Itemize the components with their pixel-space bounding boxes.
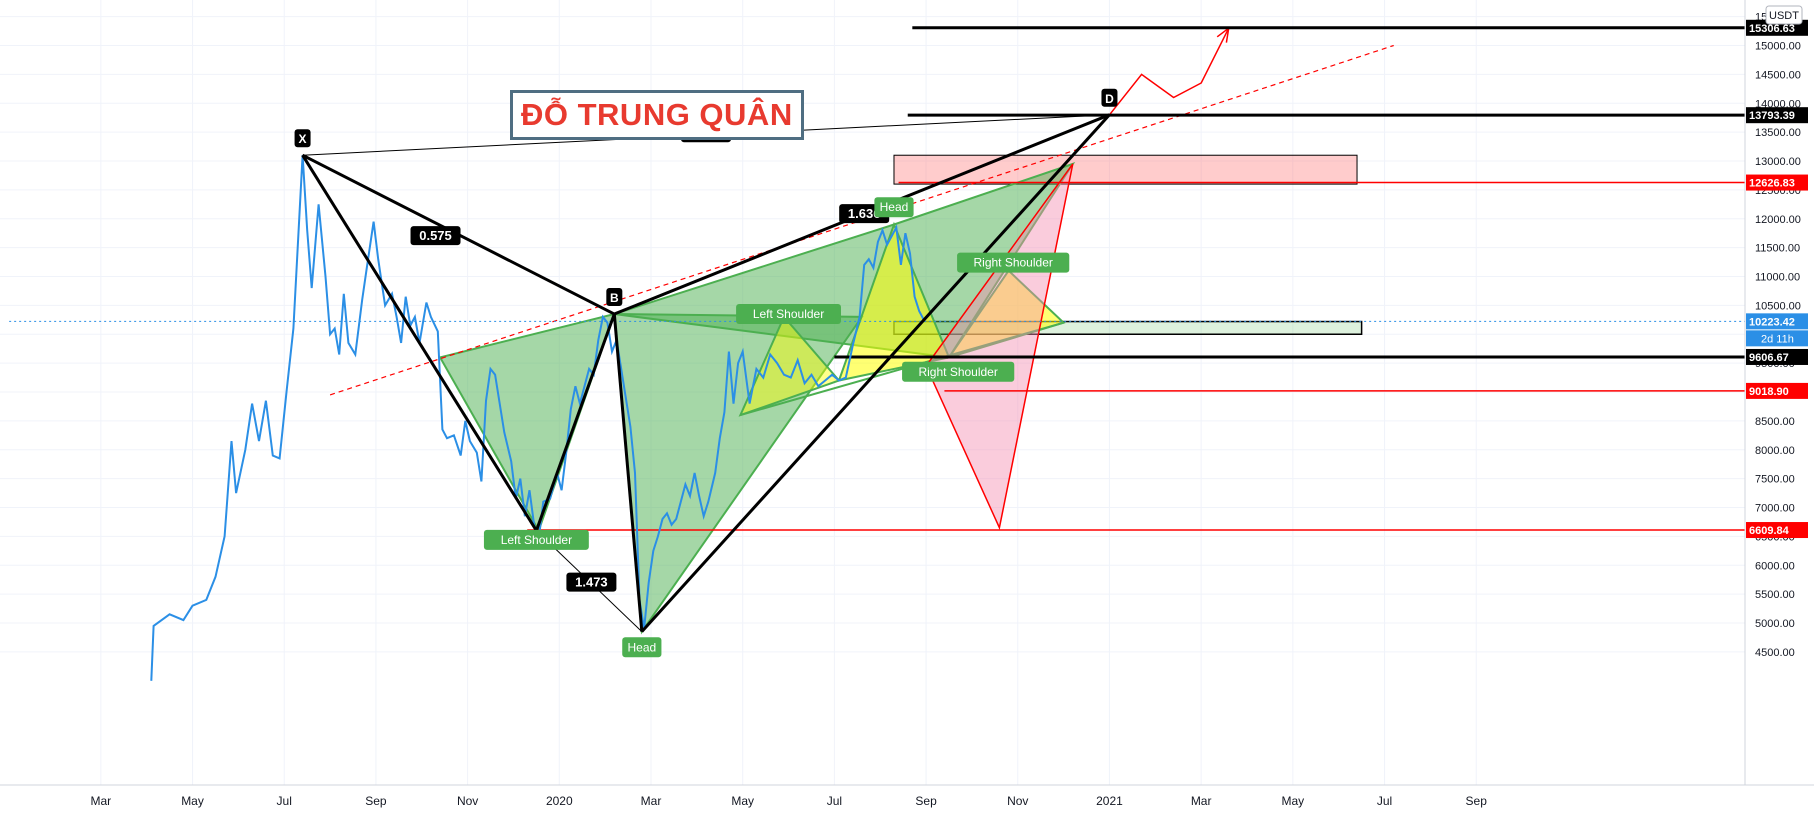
- pattern-badge: [736, 304, 841, 325]
- ratio-badge: [410, 226, 461, 246]
- harmonic-leg: [612, 313, 644, 632]
- pattern-point-badge: [294, 129, 311, 148]
- x-tick-label: May: [181, 794, 204, 808]
- ratio-label: 1.636: [848, 206, 881, 221]
- price-level-badge: [1746, 174, 1808, 191]
- author-watermark: ĐỖ TRUNG QUÂN: [510, 90, 804, 140]
- x-tick-label: May: [1282, 794, 1305, 808]
- x-tick-label: Jul: [827, 794, 842, 808]
- x-tick-label: Mar: [1191, 794, 1212, 808]
- countdown-badge: [1746, 330, 1808, 347]
- y-tick-label: 8500.00: [1755, 416, 1795, 428]
- pattern-point-label: D: [1105, 92, 1114, 106]
- x-tick-label: Sep: [365, 794, 387, 808]
- harmonic-leg: [640, 113, 1111, 633]
- pattern-badge: [902, 361, 1015, 382]
- y-tick-label: 13500.00: [1755, 127, 1801, 139]
- harmonic-leg: [534, 313, 616, 532]
- pattern-badge: [874, 197, 914, 218]
- y-tick-label: 8000.00: [1755, 445, 1795, 457]
- y-tick-label: 14500.00: [1755, 69, 1801, 81]
- countdown-label: 2d 11h: [1761, 333, 1794, 345]
- harmonic-leg: [301, 154, 538, 532]
- y-tick-label: 7000.00: [1755, 503, 1795, 515]
- pattern-badge: [483, 529, 589, 550]
- price-series-layer: [150, 155, 925, 681]
- price-level-badge: [1746, 522, 1808, 539]
- pattern-point-badge: [606, 288, 623, 307]
- x-tick-label: 2021: [1096, 794, 1123, 808]
- y-tick-label: 13000.00: [1755, 156, 1801, 168]
- price-level-badge: [1746, 107, 1808, 124]
- price-level-badge: [1746, 313, 1808, 330]
- price-axis-background: [1745, 0, 1814, 817]
- price-line: [150, 155, 925, 681]
- small-neckline: [740, 321, 1064, 417]
- resistance-zone: [893, 154, 1358, 185]
- pattern-point-badge: [1101, 88, 1118, 107]
- y-tick-label: 7500.00: [1755, 474, 1795, 486]
- y-tick-label: 11000.00: [1755, 272, 1800, 284]
- x-tick-label: Sep: [915, 794, 937, 808]
- price-level-label: 10223.42: [1749, 316, 1795, 328]
- x-tick-label: 2020: [546, 794, 573, 808]
- currency-badge: [1765, 5, 1803, 25]
- price-level-badge: [1746, 382, 1808, 399]
- x-tick-label: May: [731, 794, 754, 808]
- price-level-label: 6609.84: [1749, 525, 1790, 537]
- price-level-badge: [1746, 348, 1808, 365]
- price-level-label: 12626.83: [1749, 178, 1795, 190]
- y-tick-label: 4500.00: [1755, 647, 1795, 659]
- y-tick-label: 10500.00: [1755, 300, 1801, 312]
- currency-label: USDT: [1769, 10, 1799, 22]
- small-left-shoulder: [738, 315, 841, 417]
- projection-arrow: [1108, 27, 1230, 116]
- x-tick-label: Jul: [1377, 794, 1392, 808]
- pattern-badge: [622, 637, 662, 658]
- y-tick-label: 11500.00: [1755, 243, 1800, 255]
- y-tick-label: 5500.00: [1755, 589, 1795, 601]
- y-tick-label: 6000.00: [1755, 560, 1795, 572]
- price-level-label: 15306.63: [1749, 23, 1795, 35]
- pattern-label: Right Shoulder: [973, 256, 1052, 270]
- x-tick-label: Nov: [1007, 794, 1028, 808]
- y-tick-label: 5000.00: [1755, 618, 1795, 630]
- pattern-point-label: B: [610, 291, 619, 305]
- chart-grid: [0, 0, 1745, 785]
- pattern-label: Right Shoulder: [918, 365, 997, 379]
- pattern-point-label: X: [299, 132, 307, 146]
- price-level-label: 9606.67: [1749, 352, 1789, 364]
- ratio-label: 0.575: [419, 228, 452, 243]
- pattern-badge: [957, 252, 1070, 273]
- x-tick-label: Mar: [91, 794, 112, 808]
- small-head: [837, 221, 951, 382]
- ratio-badge: [566, 572, 617, 592]
- price-level-label: 13793.39: [1749, 110, 1795, 122]
- pattern-label: Left Shoulder: [501, 533, 572, 547]
- y-tick-label: 15000.00: [1755, 41, 1801, 53]
- ratio-label: 1.473: [575, 575, 608, 590]
- pattern-label: Left Shoulder: [753, 307, 824, 321]
- price-level-label: 9018.90: [1749, 386, 1789, 398]
- pattern-label: Head: [880, 200, 909, 214]
- x-tick-label: Nov: [457, 794, 478, 808]
- y-tick-label: 12000.00: [1755, 214, 1801, 226]
- x-tick-label: Mar: [641, 794, 662, 808]
- x-tick-label: Jul: [277, 794, 292, 808]
- x-tick-label: Sep: [1466, 794, 1488, 808]
- pattern-label: Head: [627, 640, 656, 654]
